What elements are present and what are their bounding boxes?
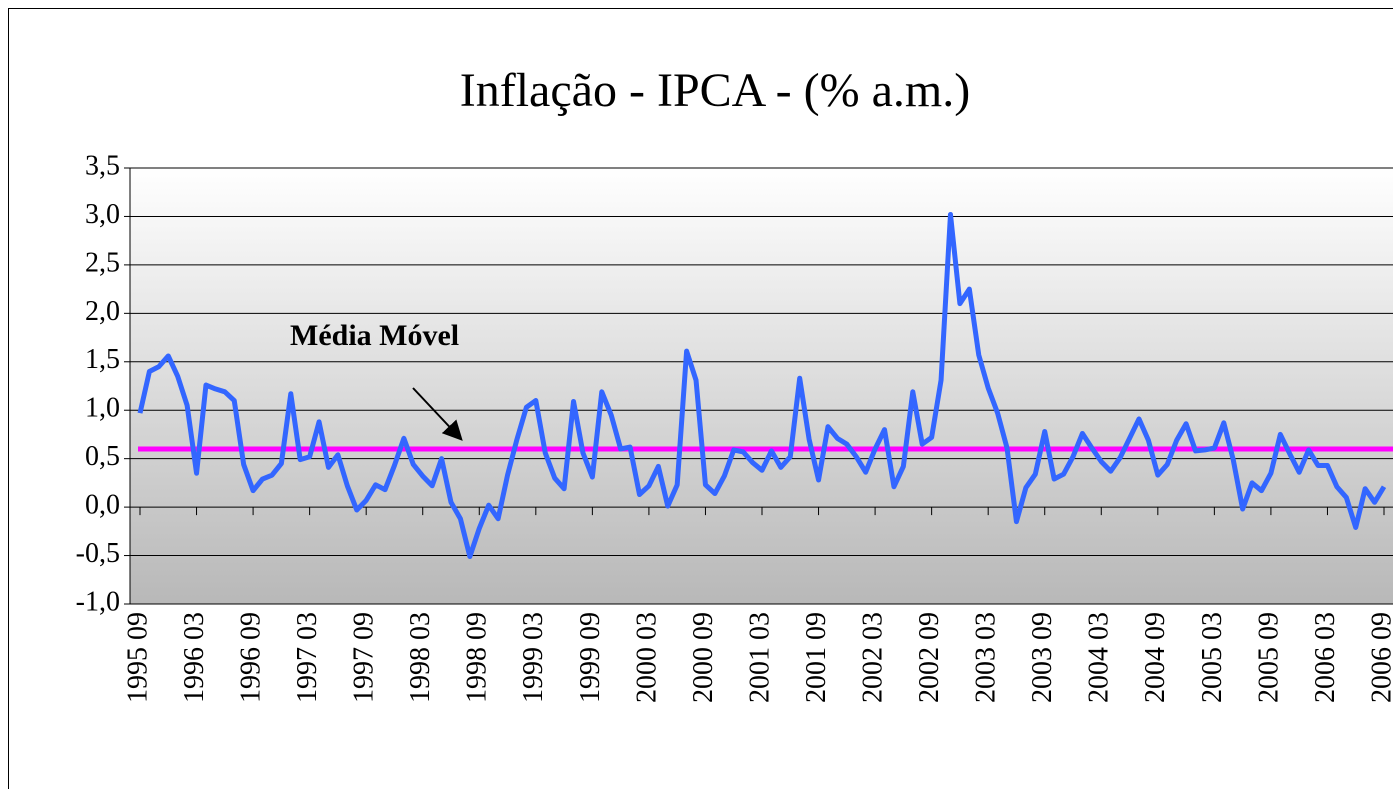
y-tick-label: 2,5 — [85, 247, 120, 278]
y-tick-label: 3,5 — [85, 150, 120, 181]
annotation-arrow — [412, 387, 463, 441]
y-tick-label: 1,0 — [85, 393, 120, 424]
x-tick-label: 2004 03 — [1084, 612, 1115, 703]
x-tick-label: 2006 09 — [1366, 612, 1393, 703]
y-tick-label: -1,0 — [76, 586, 120, 617]
x-tick-label: 2003 09 — [1027, 612, 1058, 703]
x-tick-label: 1997 09 — [349, 612, 380, 703]
annotation: Média Móvel — [290, 319, 459, 352]
x-tick-label: 1995 09 — [122, 612, 153, 703]
x-tick-label: 2005 03 — [1197, 612, 1228, 703]
y-tick-label: 3,0 — [85, 199, 120, 230]
x-tick-label: 1998 03 — [405, 612, 436, 703]
x-tick-label: 1998 09 — [462, 612, 493, 703]
x-tick-label: 2000 03 — [631, 612, 662, 703]
x-tick-label: 2000 09 — [688, 612, 719, 703]
frame — [8, 8, 1393, 789]
x-tick-label: 1996 09 — [236, 612, 267, 703]
x-tick-label: 2004 09 — [1140, 612, 1171, 703]
layer: -1,0 -0,5 0,0 0,5 1,0 1,5 2,0 2,5 3,0 3,5 1995 09 1… — [76, 150, 1393, 703]
x-tick-label: 2005 09 — [1253, 612, 1284, 703]
x-tick-label: 2001 09 — [801, 612, 832, 703]
y-tick-label: 1,5 — [85, 344, 120, 375]
x-tick-label: 2002 09 — [914, 612, 945, 703]
x-tick-label: 2006 03 — [1310, 612, 1341, 703]
y-tick-label: 2,0 — [85, 296, 120, 327]
x-tick-label: 1999 09 — [575, 612, 606, 703]
x-tick-label: 1997 03 — [292, 612, 323, 703]
x-tick-label: 1996 03 — [179, 612, 210, 703]
x-tick-label: 2003 03 — [971, 612, 1002, 703]
data-line — [137, 212, 1387, 560]
x-tick-label: 2002 03 — [858, 612, 889, 703]
chart-title: Inflação - IPCA - (% a.m.) — [460, 64, 971, 117]
y-tick-label: -0,5 — [76, 538, 120, 569]
y-tick-label: 0,0 — [85, 490, 120, 521]
x-tick-label: 1999 03 — [518, 612, 549, 703]
plot-area — [130, 168, 1393, 604]
x-tick-label: 2001 03 — [744, 612, 775, 703]
y-tick-label: 0,5 — [85, 441, 120, 472]
